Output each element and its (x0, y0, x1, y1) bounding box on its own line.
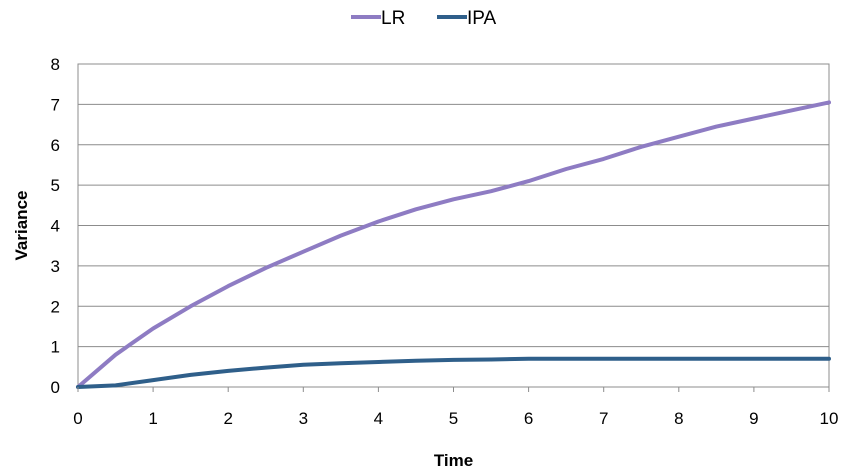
x-tick-label: 6 (524, 409, 533, 428)
x-tick-label: 5 (449, 409, 458, 428)
x-tick-label: 1 (148, 409, 157, 428)
legend-label-ipa: IPA (467, 8, 497, 29)
x-tick-label: 10 (820, 409, 839, 428)
x-tick-label: 9 (749, 409, 758, 428)
x-tick-label: 0 (73, 409, 82, 428)
y-axis-title: Variance (12, 191, 31, 261)
gridlines (78, 63, 829, 388)
y-tick-label: 3 (51, 257, 60, 276)
x-tick-label: 4 (374, 409, 383, 428)
y-tick-label: 6 (51, 136, 60, 155)
legend: LR IPA (351, 8, 497, 29)
x-tick-label: 7 (599, 409, 608, 428)
y-tick-label: 2 (51, 297, 60, 316)
x-tick-label: 8 (674, 409, 683, 428)
series-lines (76, 100, 831, 389)
y-tick-label: 8 (51, 55, 60, 74)
x-tick-label: 3 (299, 409, 308, 428)
y-tick-label: 1 (51, 338, 60, 357)
x-axis-ticks: 0 1 2 3 4 5 6 7 8 9 10 (73, 387, 838, 428)
y-tick-label: 0 (51, 378, 60, 397)
y-tick-label: 4 (51, 217, 60, 236)
legend-label-lr: LR (381, 8, 405, 29)
x-tick-label: 2 (223, 409, 232, 428)
y-tick-label: 5 (51, 176, 60, 195)
y-axis-ticks: 0 1 2 3 4 5 6 7 8 (51, 55, 60, 397)
series-line-lr (76, 100, 831, 389)
y-tick-label: 7 (51, 95, 60, 114)
x-axis-title: Time (434, 451, 473, 470)
series-line-ipa (76, 356, 831, 389)
